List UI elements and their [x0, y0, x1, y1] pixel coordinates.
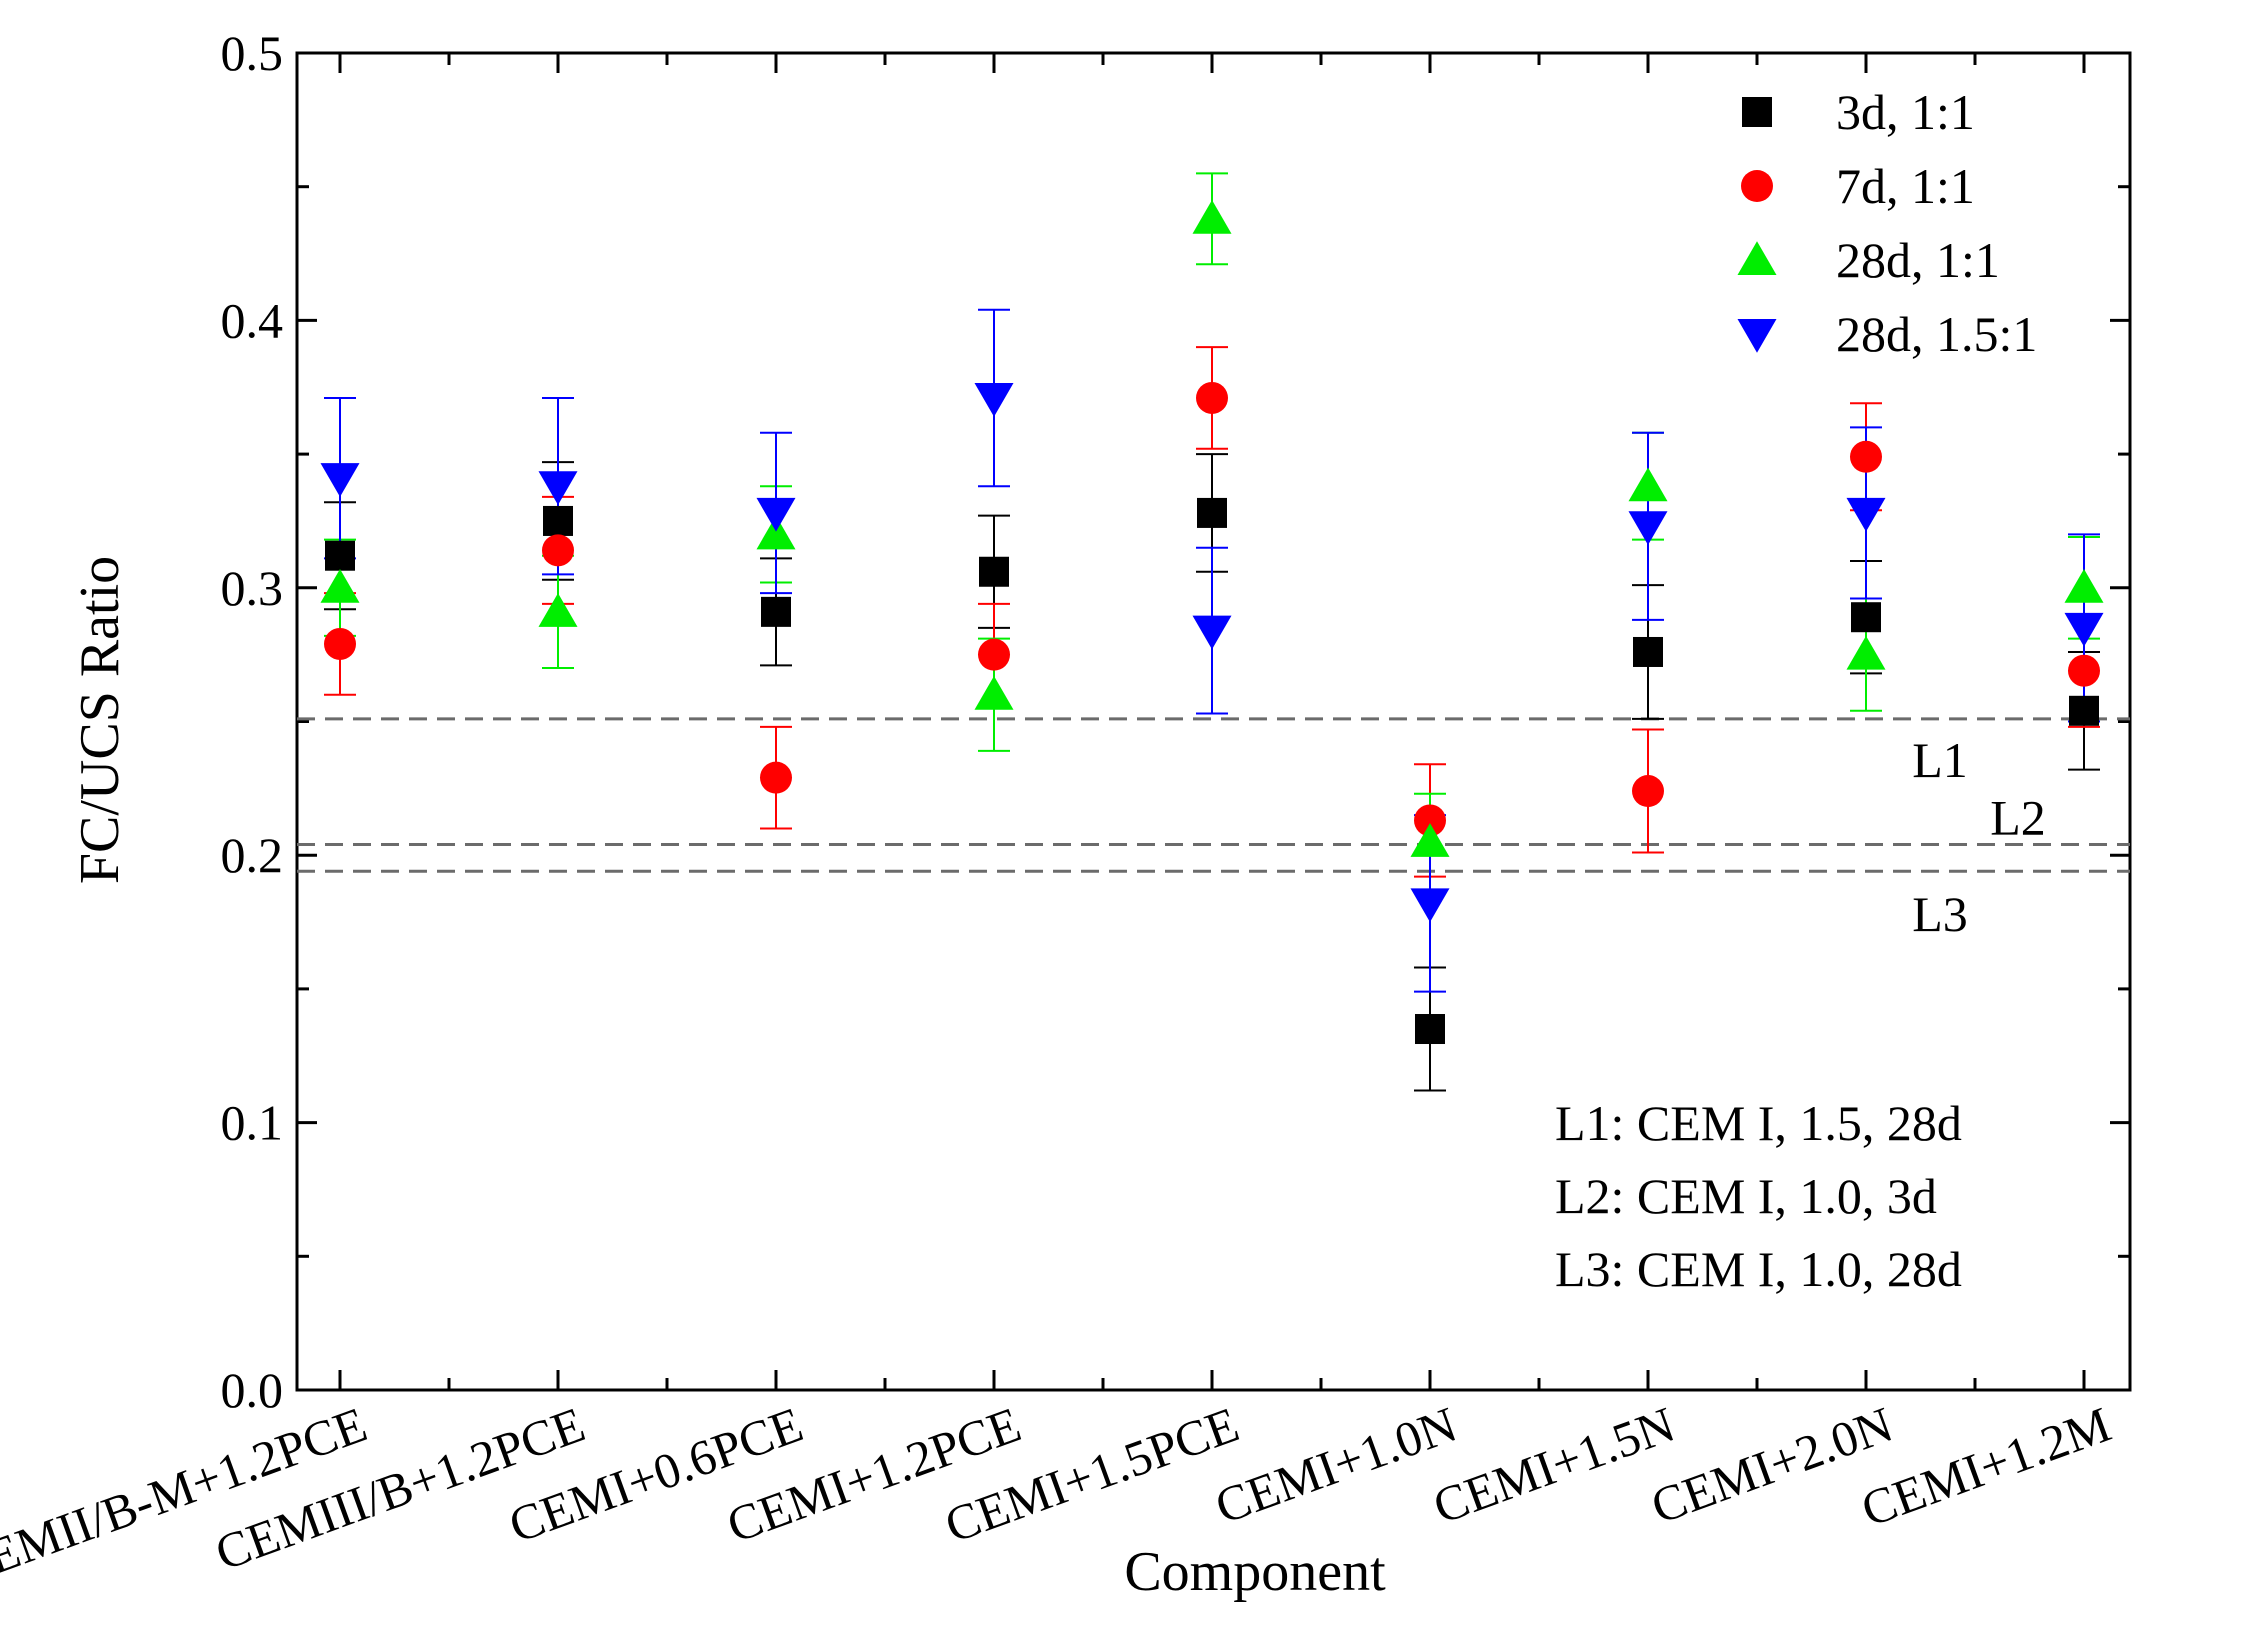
- data-point: [2064, 612, 2104, 647]
- y-tick-label: 0.4: [221, 292, 284, 348]
- data-point: [760, 761, 792, 794]
- legend-marker: [1741, 170, 1773, 202]
- data-point: [538, 593, 578, 627]
- legend: 3d, 1:1 7d, 1:1 28d, 1:1 28d, 1.5:1: [1737, 84, 2037, 362]
- data-point: [974, 382, 1014, 417]
- data-point: [2069, 695, 2099, 726]
- legend-label: 28d, 1:1: [1836, 232, 2000, 288]
- data-point: [979, 556, 1009, 587]
- legend-marker: [1737, 241, 1777, 275]
- data-point: [325, 540, 355, 571]
- data-point: [1415, 1014, 1445, 1045]
- y-tick-label: 0.1: [221, 1095, 284, 1151]
- y-tick-label: 0.3: [221, 560, 284, 616]
- x-tick-labels: CEMII/B-M+1.2PCECEMIII/B+1.2PCECEMI+0.6P…: [0, 1396, 2118, 1597]
- reference-lines: L1 L2 L3: [297, 717, 2130, 942]
- data-point: [1846, 635, 1886, 670]
- data-point: [542, 534, 574, 567]
- reference-line-label: L3: [1912, 886, 1968, 942]
- data-point: [1410, 888, 1450, 923]
- x-tick-label: CEMI+1.5N: [1426, 1396, 1682, 1535]
- data-point: [2064, 569, 2104, 603]
- data-markers: [320, 200, 2104, 1045]
- data-point: [756, 497, 796, 532]
- legend-marker: [1742, 97, 1772, 127]
- data-point: [974, 676, 1014, 710]
- data-point: [1850, 440, 1882, 473]
- data-point: [1628, 467, 1668, 502]
- data-point: [1851, 602, 1881, 633]
- y-tick-label: 0.0: [221, 1362, 284, 1418]
- x-tick-label: CEMI+1.2M: [1854, 1396, 2118, 1538]
- reference-line-label: L2: [1990, 790, 2046, 846]
- legend-label: 7d, 1:1: [1836, 158, 1975, 214]
- data-point: [1846, 497, 1886, 532]
- reference-line-label: L1: [1912, 732, 1968, 788]
- x-tick-label: CEMI+1.0N: [1208, 1396, 1464, 1535]
- ticks: [297, 51, 2130, 1392]
- y-tick-label: 0.2: [221, 827, 284, 883]
- data-point: [1196, 381, 1228, 414]
- data-point: [320, 569, 360, 603]
- data-point: [1628, 511, 1668, 546]
- reference-note: L1: CEM I, 1.5, 28d: [1555, 1095, 1962, 1151]
- data-point: [320, 463, 360, 497]
- data-point: [2068, 654, 2100, 687]
- data-point: [1410, 823, 1450, 857]
- reference-note: L2: CEM I, 1.0, 3d: [1555, 1168, 1937, 1224]
- data-point: [1632, 775, 1664, 808]
- reference-notes: L1: CEM I, 1.5, 28d L2: CEM I, 1.0, 3d L3:…: [1555, 1095, 1962, 1297]
- y-tick-labels: 0.0 0.1 0.2 0.3 0.4 0.5: [221, 25, 284, 1418]
- data-point: [543, 505, 573, 536]
- data-point: [1414, 804, 1446, 837]
- data-point: [1197, 497, 1227, 528]
- y-axis-title: FC/UCS Ratio: [69, 556, 131, 884]
- data-point: [978, 638, 1010, 671]
- data-point: [761, 596, 791, 627]
- legend-label: 3d, 1:1: [1836, 84, 1975, 140]
- data-point: [1192, 200, 1232, 234]
- reference-note: L3: CEM I, 1.0, 28d: [1555, 1241, 1962, 1297]
- data-point: [538, 471, 578, 505]
- data-point: [1633, 636, 1663, 667]
- legend-marker: [1737, 319, 1777, 353]
- legend-label: 28d, 1.5:1: [1836, 306, 2037, 362]
- x-tick-label: CEMI+2.0N: [1644, 1396, 1900, 1535]
- y-tick-label: 0.5: [221, 25, 284, 81]
- data-point: [324, 627, 356, 660]
- data-point: [1192, 615, 1232, 650]
- x-axis-title: Component: [1124, 1541, 1386, 1603]
- data-point: [756, 515, 796, 550]
